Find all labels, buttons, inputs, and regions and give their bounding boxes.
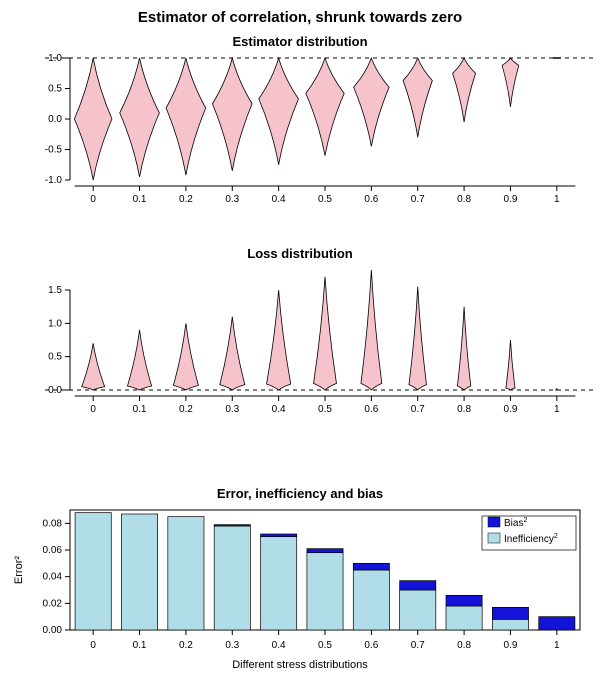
bar-inefficiency: [446, 606, 482, 630]
bar-bias: [214, 525, 250, 526]
violin: [82, 343, 105, 390]
violin: [212, 58, 252, 171]
bar-bias: [539, 617, 575, 630]
bar-inefficiency: [307, 553, 343, 630]
x-tick-label: 0: [90, 640, 96, 651]
violin: [127, 330, 151, 390]
x-tick-label: 0.3: [225, 404, 239, 415]
bar-bias: [446, 595, 482, 606]
bar-inefficiency: [75, 513, 111, 630]
legend-swatch: [488, 517, 500, 527]
x-tick-label: 0.9: [504, 194, 518, 205]
x-tick-label: 1: [554, 194, 560, 205]
y-tick-label: 0.02: [43, 598, 63, 609]
bar-inefficiency: [400, 590, 436, 630]
main-title: Estimator of correlation, shrunk towards…: [138, 9, 462, 26]
x-tick-label: 0.5: [318, 640, 332, 651]
legend-swatch: [488, 533, 500, 543]
y-tick-label: 0.0: [48, 114, 62, 125]
violin: [556, 389, 558, 390]
bar-bias: [261, 534, 297, 537]
violin: [354, 58, 389, 146]
y-tick-label: 0.5: [48, 84, 62, 95]
x-tick-label: 0.5: [318, 404, 332, 415]
y-tick-label: 0.06: [43, 545, 63, 556]
x-tick-label: 0: [90, 194, 96, 205]
bar-inefficiency: [168, 517, 204, 630]
y-axis-label: Error²: [13, 556, 25, 584]
x-tick-label: 0.2: [179, 640, 193, 651]
multi-panel-figure: Estimator of correlation, shrunk towards…: [0, 0, 600, 700]
violin: [166, 58, 206, 175]
violin: [173, 323, 198, 390]
y-tick-label: -1.0: [45, 175, 63, 186]
x-tick-label: 0.5: [318, 194, 332, 205]
bar-inefficiency: [261, 537, 297, 630]
x-tick-label: 0.4: [272, 404, 286, 415]
bar-inefficiency: [214, 526, 250, 630]
bar-bias: [492, 607, 528, 619]
x-tick-label: 0.3: [225, 194, 239, 205]
x-axis-label: Different stress distributions: [232, 659, 368, 671]
violin: [120, 58, 160, 177]
x-tick-label: 0.7: [411, 404, 425, 415]
y-tick-label: 0.5: [48, 352, 62, 363]
bar-bias: [353, 563, 389, 570]
violin: [74, 58, 112, 180]
y-tick-label: -0.5: [45, 145, 63, 156]
y-tick-label: 0.00: [43, 625, 63, 636]
violin: [403, 58, 432, 137]
x-tick-label: 0.2: [179, 404, 193, 415]
violin: [506, 340, 515, 390]
legend-label: Inefficiency2: [504, 533, 558, 545]
panel-title: Estimator distribution: [232, 34, 367, 49]
x-tick-label: 0.6: [364, 640, 378, 651]
x-tick-label: 1: [554, 404, 560, 415]
x-tick-label: 0.3: [225, 640, 239, 651]
bar-bias: [307, 549, 343, 553]
x-tick-label: 0.9: [504, 404, 518, 415]
y-tick-label: 1.0: [48, 318, 62, 329]
violin: [409, 287, 427, 390]
bar-inefficiency: [353, 570, 389, 630]
bar-inefficiency: [492, 619, 528, 630]
x-tick-label: 0.7: [411, 640, 425, 651]
violin: [220, 317, 245, 390]
x-tick-label: 0.6: [364, 404, 378, 415]
violin: [502, 58, 519, 107]
y-tick-label: 1.5: [48, 285, 62, 296]
x-tick-label: 0: [90, 404, 96, 415]
x-tick-label: 0.8: [457, 194, 471, 205]
violin: [267, 290, 291, 390]
x-tick-label: 1: [554, 640, 560, 651]
violin: [453, 58, 476, 122]
x-tick-label: 0.8: [457, 404, 471, 415]
bar-bias: [400, 581, 436, 590]
violin: [361, 270, 382, 390]
y-tick-label: 0.08: [43, 518, 63, 529]
x-tick-label: 0.7: [411, 194, 425, 205]
x-tick-label: 0.4: [272, 194, 286, 205]
panel-title: Loss distribution: [247, 246, 353, 261]
x-tick-label: 0.8: [457, 640, 471, 651]
x-tick-label: 0.2: [179, 194, 193, 205]
x-tick-label: 0.4: [272, 640, 286, 651]
violin: [314, 277, 337, 390]
x-tick-label: 0.1: [133, 640, 147, 651]
panel-title: Error, inefficiency and bias: [217, 486, 383, 501]
x-tick-label: 0.6: [364, 194, 378, 205]
bar-inefficiency: [121, 514, 157, 630]
violin: [306, 58, 344, 156]
x-tick-label: 0.1: [133, 194, 147, 205]
x-tick-label: 0.1: [133, 404, 147, 415]
x-tick-label: 0.9: [504, 640, 518, 651]
violin: [457, 307, 470, 390]
violin: [259, 58, 299, 165]
y-tick-label: 0.04: [43, 572, 63, 583]
